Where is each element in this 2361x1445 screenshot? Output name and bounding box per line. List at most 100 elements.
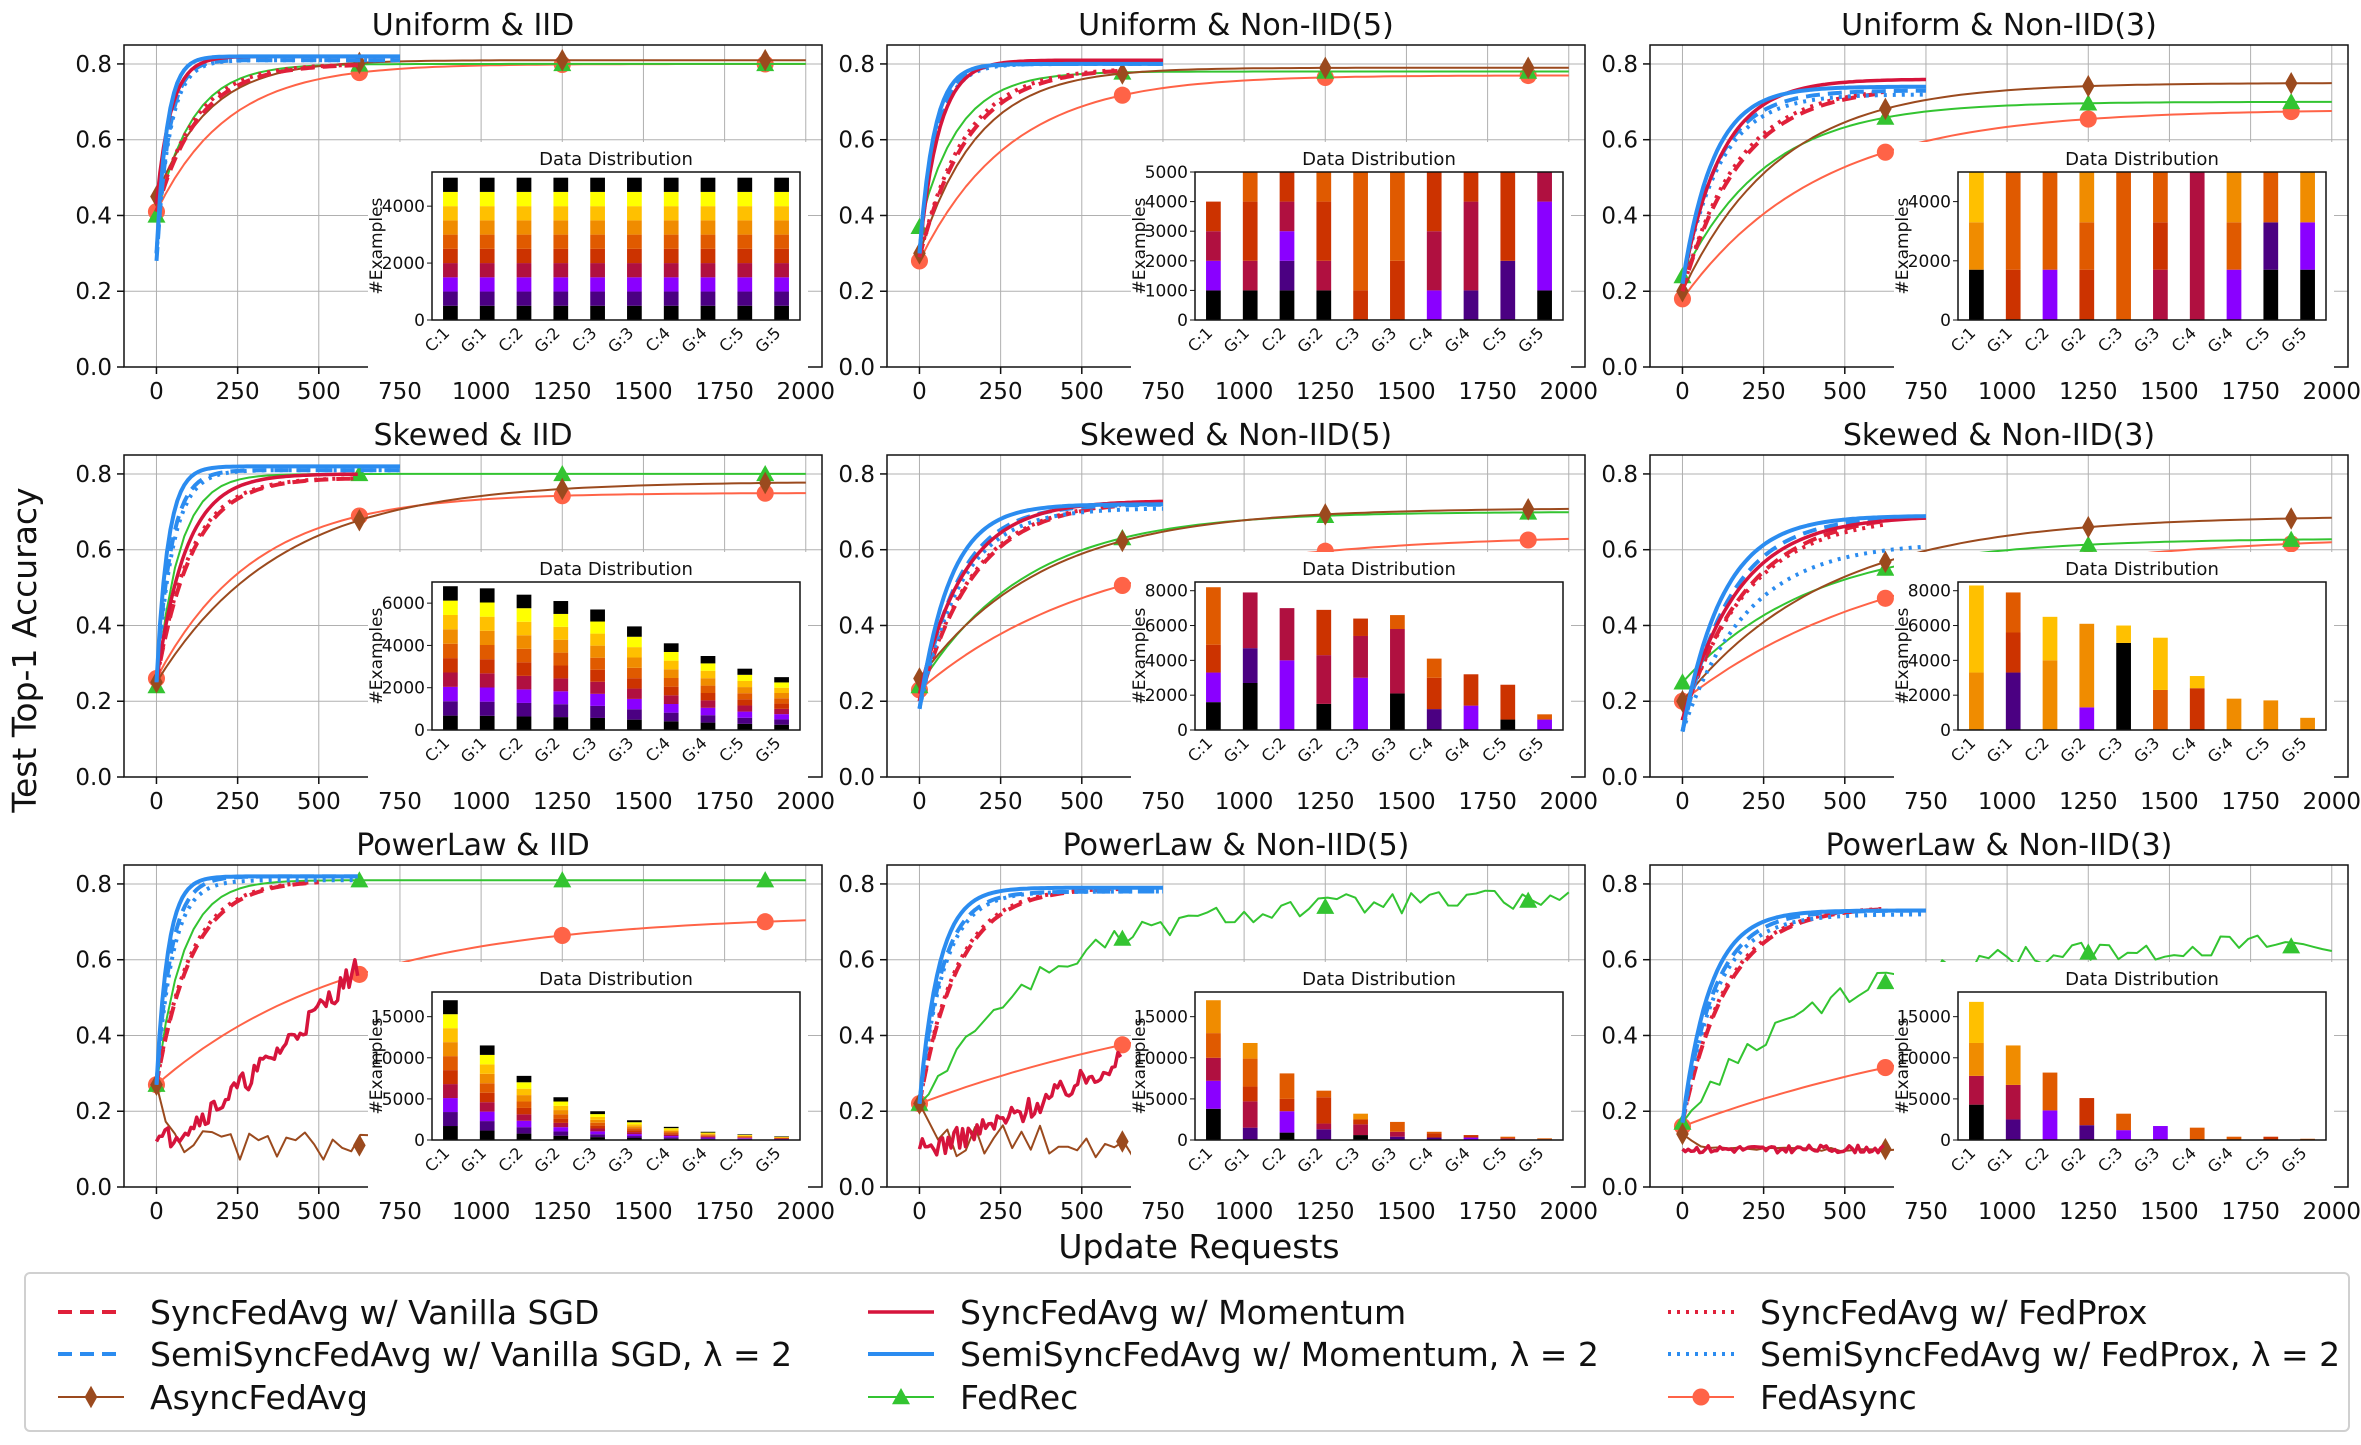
inset-bar-segment xyxy=(774,724,789,730)
inset-bar-segment xyxy=(627,234,642,249)
x-tick-label: 250 xyxy=(216,379,260,405)
inset-bar-segment xyxy=(443,206,458,221)
series-line-semi-vanilla xyxy=(154,58,400,262)
inset-bar-segment xyxy=(516,1114,532,1121)
x-tick-label: 1250 xyxy=(1296,789,1355,815)
x-tick-label: 250 xyxy=(979,1199,1023,1225)
inset-bar-segment xyxy=(663,220,679,235)
inset-bar-segment xyxy=(443,1112,458,1127)
inset-bar-segment xyxy=(774,682,789,688)
x-tick-label: 1250 xyxy=(1296,379,1355,405)
inset-bar-segment xyxy=(1316,609,1332,656)
inset-bar-segment xyxy=(590,1128,605,1132)
series-line-sync-vanilla xyxy=(154,63,358,213)
series-line-semi-fedprox xyxy=(917,889,1163,1104)
data-point xyxy=(2079,110,2097,128)
data-point xyxy=(2081,74,2095,98)
inset-bar-segment xyxy=(590,277,605,292)
inset-y-tick-label: 2000 xyxy=(1145,686,1188,706)
inset-bar-segment xyxy=(663,191,679,207)
series-line-fedrec xyxy=(918,70,1569,228)
x-tick-label: 1750 xyxy=(1458,789,1517,815)
inset-bar-segment xyxy=(1316,290,1332,320)
inset-background xyxy=(1131,552,1571,792)
x-tick-label: 1000 xyxy=(1215,1199,1274,1225)
inset-bar-segment xyxy=(553,1114,569,1119)
inset-bar-segment xyxy=(774,1137,789,1138)
inset-bar-segment xyxy=(590,291,605,306)
inset-title: Data Distribution xyxy=(539,559,693,580)
x-tick-label: 750 xyxy=(378,1199,422,1225)
inset-bar-segment xyxy=(1426,231,1442,291)
y-tick-label: 0.8 xyxy=(1601,872,1638,898)
x-tick-label: 0 xyxy=(149,379,164,405)
inset-bar-segment xyxy=(479,291,495,306)
series-line-sync-vanilla xyxy=(154,476,358,683)
x-tick-label: 1500 xyxy=(1377,1199,1436,1225)
inset-bar-segment xyxy=(1279,608,1295,661)
inset-bar-segment xyxy=(700,715,716,723)
x-tick-label: 500 xyxy=(1823,1199,1867,1225)
series-line-sync-momentum xyxy=(917,499,1163,695)
y-tick-label: 0.4 xyxy=(838,1023,875,1049)
data-point xyxy=(1318,56,1332,80)
data-point xyxy=(1113,929,1132,946)
inset-y-tick-label: 0 xyxy=(1940,311,1951,331)
inset-bar-segment xyxy=(774,220,789,235)
inset-bar-segment xyxy=(590,263,605,278)
inset-bar-segment xyxy=(1279,260,1295,291)
x-tick-label: 1000 xyxy=(452,379,511,405)
data-point xyxy=(147,206,166,223)
series-line-sync-momentum xyxy=(154,472,358,683)
inset-bar-segment xyxy=(516,206,532,221)
inset-bar-segment xyxy=(479,602,495,617)
inset-bar-segment xyxy=(1426,290,1442,320)
x-tick-label: 2000 xyxy=(2302,379,2361,405)
inset-y-label: #Examples xyxy=(1130,1017,1150,1114)
series-line-fedrec xyxy=(155,879,806,1085)
inset-bar-segment xyxy=(479,234,495,249)
inset-bar-segment xyxy=(1279,660,1295,730)
inset-bar-segment xyxy=(774,687,789,693)
inset-bar-segment xyxy=(774,719,789,725)
inset-bar-segment xyxy=(663,1133,679,1135)
x-tick-label: 1000 xyxy=(1978,1199,2037,1225)
inset-bar-segment xyxy=(443,263,458,278)
inset-bar-segment xyxy=(1426,1133,1442,1138)
series-line-sync-fedprox xyxy=(154,476,358,683)
data-point xyxy=(350,464,369,482)
legend-swatch xyxy=(58,1310,124,1314)
inset-bar-segment xyxy=(627,709,642,720)
data-point xyxy=(1521,498,1535,521)
inset-frame xyxy=(1957,171,2327,321)
x-tick-label: 250 xyxy=(1742,379,1786,405)
inset-bar-segment xyxy=(2226,269,2242,320)
x-tick-label: 1750 xyxy=(695,379,754,405)
inset-bar-segment xyxy=(774,263,789,278)
inset-bar-segment xyxy=(774,305,789,320)
inset-y-tick-label: 6000 xyxy=(382,594,425,614)
inset-bar-segment xyxy=(1279,1132,1295,1140)
data-point xyxy=(2282,530,2301,547)
x-tick-label: 1500 xyxy=(2140,1199,2199,1225)
inset-bar-segment xyxy=(516,1133,532,1140)
x-tick-label: 1500 xyxy=(1377,379,1436,405)
inset-bar-segment xyxy=(737,693,753,700)
x-tick-label: 2000 xyxy=(776,789,835,815)
inset-bar-segment xyxy=(1463,705,1479,730)
inset-y-tick-label: 2000 xyxy=(1145,252,1188,272)
inset-bar-segment xyxy=(700,693,716,701)
data-point xyxy=(1113,576,1131,594)
inset-bar-segment xyxy=(443,629,458,644)
y-tick-label: 0.6 xyxy=(75,948,112,974)
inset-bar-segment xyxy=(737,191,753,207)
y-tick-label: 0.6 xyxy=(838,128,875,154)
series-line-fedrec xyxy=(1681,538,2332,683)
inset-bar-segment xyxy=(627,698,642,710)
inset-bar-segment xyxy=(443,586,458,601)
inset-bar-segment xyxy=(1969,222,1984,270)
data-point xyxy=(2079,535,2098,552)
subplot-grid: Uniform & IID 0 250 500 750 1000 1250 1500 1750 2… xyxy=(75,8,2361,1225)
series-line-sync-momentum xyxy=(1680,77,1926,285)
